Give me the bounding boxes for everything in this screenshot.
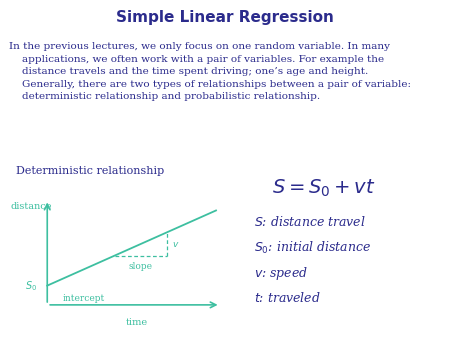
- Text: $v$: speed: $v$: speed: [254, 265, 309, 282]
- Text: $S_0$: $S_0$: [26, 279, 37, 292]
- Text: time: time: [126, 318, 148, 327]
- Text: $S$: distance travel: $S$: distance travel: [254, 215, 366, 228]
- Text: intercept: intercept: [63, 294, 105, 303]
- Text: Simple Linear Regression: Simple Linear Regression: [116, 10, 334, 25]
- Text: $S = S_0 + vt$: $S = S_0 + vt$: [272, 177, 376, 199]
- Text: $S_0$: initial distance: $S_0$: initial distance: [254, 240, 372, 256]
- Text: $t$: traveled: $t$: traveled: [254, 291, 321, 305]
- Text: In the previous lectures, we only focus on one random variable. In many
    appl: In the previous lectures, we only focus …: [9, 42, 411, 101]
- Text: distance: distance: [11, 202, 52, 211]
- Text: $v$: $v$: [172, 240, 180, 248]
- Text: slope: slope: [129, 262, 153, 271]
- Text: Deterministic relationship: Deterministic relationship: [9, 166, 164, 176]
